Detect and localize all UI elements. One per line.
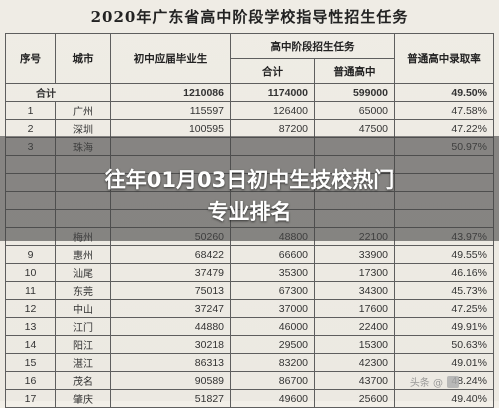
watermark-text: 头条 @ xyxy=(409,378,443,389)
cell-seq: 9 xyxy=(5,245,56,264)
cell-total: 83200 xyxy=(230,353,315,372)
cell-rate: 49.40% xyxy=(394,389,494,408)
cell-rate: 47.22% xyxy=(394,119,494,138)
cell-general: 43700 xyxy=(314,371,395,390)
header-general: 普通高中 xyxy=(314,58,395,84)
cell-city: 汕尾 xyxy=(55,263,111,282)
cell-seq: 16 xyxy=(5,371,56,390)
header-city: 城市 xyxy=(55,33,111,84)
overlay-title-line2: 专业排名 xyxy=(207,200,292,224)
total-grads: 1210086 xyxy=(110,83,231,102)
cell-general: 34300 xyxy=(314,281,395,300)
table-row: 9 惠州 68422 66600 33900 49.55% xyxy=(5,245,494,264)
cell-seq: 2 xyxy=(5,119,56,138)
cell-general: 17300 xyxy=(314,263,395,282)
cell-rate: 49.55% xyxy=(394,245,494,264)
cell-seq: 11 xyxy=(5,281,56,300)
cell-general: 65000 xyxy=(314,101,395,120)
table-row: 17 肇庆 51827 49600 25600 49.40% xyxy=(5,389,494,408)
cell-grads: 90589 xyxy=(110,371,231,390)
cell-general: 22400 xyxy=(314,317,395,336)
cell-seq: 1 xyxy=(5,101,56,120)
cell-city: 惠州 xyxy=(55,245,111,264)
cell-grads: 37247 xyxy=(110,299,231,318)
cell-city: 湛江 xyxy=(55,353,111,372)
cell-grads: 100595 xyxy=(110,119,231,138)
cell-seq: 15 xyxy=(5,353,56,372)
table-row: 14 阳江 30218 29500 15300 50.63% xyxy=(5,335,494,354)
overlay-band xyxy=(0,136,499,241)
table-row: 12 中山 37247 37000 17600 47.25% xyxy=(5,299,494,318)
cell-seq: 13 xyxy=(5,317,56,336)
table-row: 13 江门 44880 46000 22400 49.91% xyxy=(5,317,494,336)
document-title: 2020年广东省高中阶段学校指导性招生任务 xyxy=(90,8,409,26)
cell-total: 35300 xyxy=(230,263,315,282)
total-total: 1174000 xyxy=(230,83,315,102)
cell-seq: 17 xyxy=(5,389,56,408)
cell-rate: 47.58% xyxy=(394,101,494,120)
table-row: 15 湛江 86313 83200 42300 49.01% xyxy=(5,353,494,372)
cell-grads: 51827 xyxy=(110,389,231,408)
cell-general: 42300 xyxy=(314,353,395,372)
header-rate: 普通高中录取率 xyxy=(394,33,494,84)
cell-grads: 75013 xyxy=(110,281,231,300)
cell-grads: 115597 xyxy=(110,101,231,120)
cell-total: 67300 xyxy=(230,281,315,300)
cell-rate: 45.73% xyxy=(394,281,494,300)
cell-total: 86700 xyxy=(230,371,315,390)
cell-general: 17600 xyxy=(314,299,395,318)
cell-grads: 37479 xyxy=(110,263,231,282)
table-row: 11 东莞 75013 67300 34300 45.73% xyxy=(5,281,494,300)
cell-grads: 86313 xyxy=(110,353,231,372)
cell-city: 广州 xyxy=(55,101,111,120)
total-rate: 49.50% xyxy=(394,83,494,102)
cell-rate: 49.01% xyxy=(394,353,494,372)
cell-rate: 47.25% xyxy=(394,299,494,318)
cell-grads: 68422 xyxy=(110,245,231,264)
cell-grads: 44880 xyxy=(110,317,231,336)
cell-total: 66600 xyxy=(230,245,315,264)
total-row: 合计 1210086 1174000 599000 49.50% xyxy=(5,83,494,102)
cell-general: 33900 xyxy=(314,245,395,264)
cell-city: 阳江 xyxy=(55,335,111,354)
cell-seq: 14 xyxy=(5,335,56,354)
cell-total: 49600 xyxy=(230,389,315,408)
table-row: 1 广州 115597 126400 65000 47.58% xyxy=(5,101,494,120)
cell-total: 87200 xyxy=(230,119,315,138)
table-row: 2 深圳 100595 87200 47500 47.22% xyxy=(5,119,494,138)
cell-city: 肇庆 xyxy=(55,389,111,408)
cell-rate: 50.63% xyxy=(394,335,494,354)
cell-total: 126400 xyxy=(230,101,315,120)
header-group: 高中阶段招生任务 xyxy=(230,33,395,59)
cell-total: 37000 xyxy=(230,299,315,318)
cell-general: 25600 xyxy=(314,389,395,408)
cell-general: 47500 xyxy=(314,119,395,138)
total-label: 合计 xyxy=(5,83,111,102)
total-general: 599000 xyxy=(314,83,395,102)
table-row: 10 汕尾 37479 35300 17300 46.16% xyxy=(5,263,494,282)
watermark: 头条 @ xyxy=(410,374,459,389)
cell-general: 15300 xyxy=(314,335,395,354)
table-row: 16 茂名 90589 86700 43700 48.24% xyxy=(5,371,494,390)
header-seq: 序号 xyxy=(5,33,56,84)
cell-total: 29500 xyxy=(230,335,315,354)
header-total: 合计 xyxy=(230,58,315,84)
cell-rate: 46.16% xyxy=(394,263,494,282)
watermark-logo-icon xyxy=(447,376,459,388)
cell-seq: 12 xyxy=(5,299,56,318)
cell-seq: 10 xyxy=(5,263,56,282)
cell-city: 东莞 xyxy=(55,281,111,300)
overlay-title-line1: 往年01月03日初中生技校热门 xyxy=(104,168,395,192)
cell-rate: 49.91% xyxy=(394,317,494,336)
header-grads: 初中应届毕业生 xyxy=(110,33,231,84)
cell-city: 茂名 xyxy=(55,371,111,390)
cell-total: 46000 xyxy=(230,317,315,336)
overlay-title: 往年01月03日初中生技校热门 专业排名 xyxy=(0,164,499,228)
cell-city: 中山 xyxy=(55,299,111,318)
cell-city: 江门 xyxy=(55,317,111,336)
cell-grads: 30218 xyxy=(110,335,231,354)
cell-city: 深圳 xyxy=(55,119,111,138)
